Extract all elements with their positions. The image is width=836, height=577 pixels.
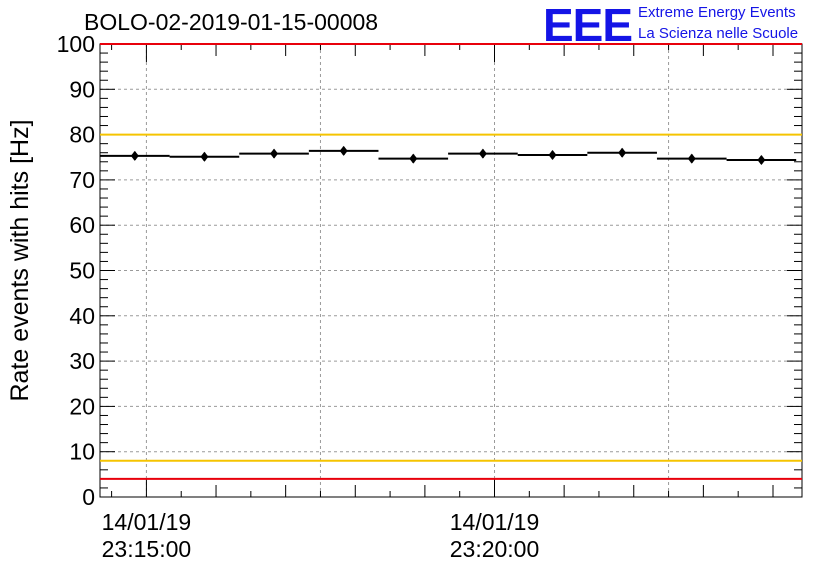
y-tick-label: 100 bbox=[57, 31, 95, 57]
data-point bbox=[130, 150, 139, 161]
data-point bbox=[548, 149, 557, 160]
y-tick-label: 40 bbox=[69, 303, 95, 329]
y-tick-label: 80 bbox=[69, 122, 95, 148]
data-point bbox=[478, 148, 487, 159]
y-tick-label: 90 bbox=[69, 76, 95, 102]
y-tick-label: 0 bbox=[82, 484, 95, 510]
logo-tagline-2: La Scienza nelle Scuole bbox=[638, 25, 799, 42]
y-tick-label: 20 bbox=[69, 393, 95, 419]
y-tick-label: 70 bbox=[69, 167, 95, 193]
logo-tagline-1: Extreme Energy Events bbox=[638, 4, 796, 21]
data-point bbox=[409, 153, 418, 164]
y-tick-label: 60 bbox=[69, 212, 95, 238]
eee-logo: EEE bbox=[543, 0, 633, 51]
data-point bbox=[339, 145, 348, 156]
data-point bbox=[757, 154, 766, 165]
chart-title: BOLO-02-2019-01-15-00008 bbox=[84, 9, 379, 35]
data-point bbox=[200, 151, 209, 162]
y-tick-label: 50 bbox=[69, 258, 95, 284]
y-axis-label: Rate events with hits [Hz] bbox=[6, 119, 34, 401]
x-tick-label-time: 23:15:00 bbox=[102, 536, 192, 562]
y-tick-label: 10 bbox=[69, 439, 95, 465]
data-point bbox=[618, 147, 627, 158]
y-tick-label: 30 bbox=[69, 348, 95, 374]
x-tick-label-date: 14/01/19 bbox=[450, 509, 540, 535]
data-point bbox=[687, 153, 696, 164]
x-tick-label-date: 14/01/19 bbox=[102, 509, 192, 535]
data-point bbox=[270, 148, 279, 159]
x-tick-label-time: 23:20:00 bbox=[450, 536, 540, 562]
